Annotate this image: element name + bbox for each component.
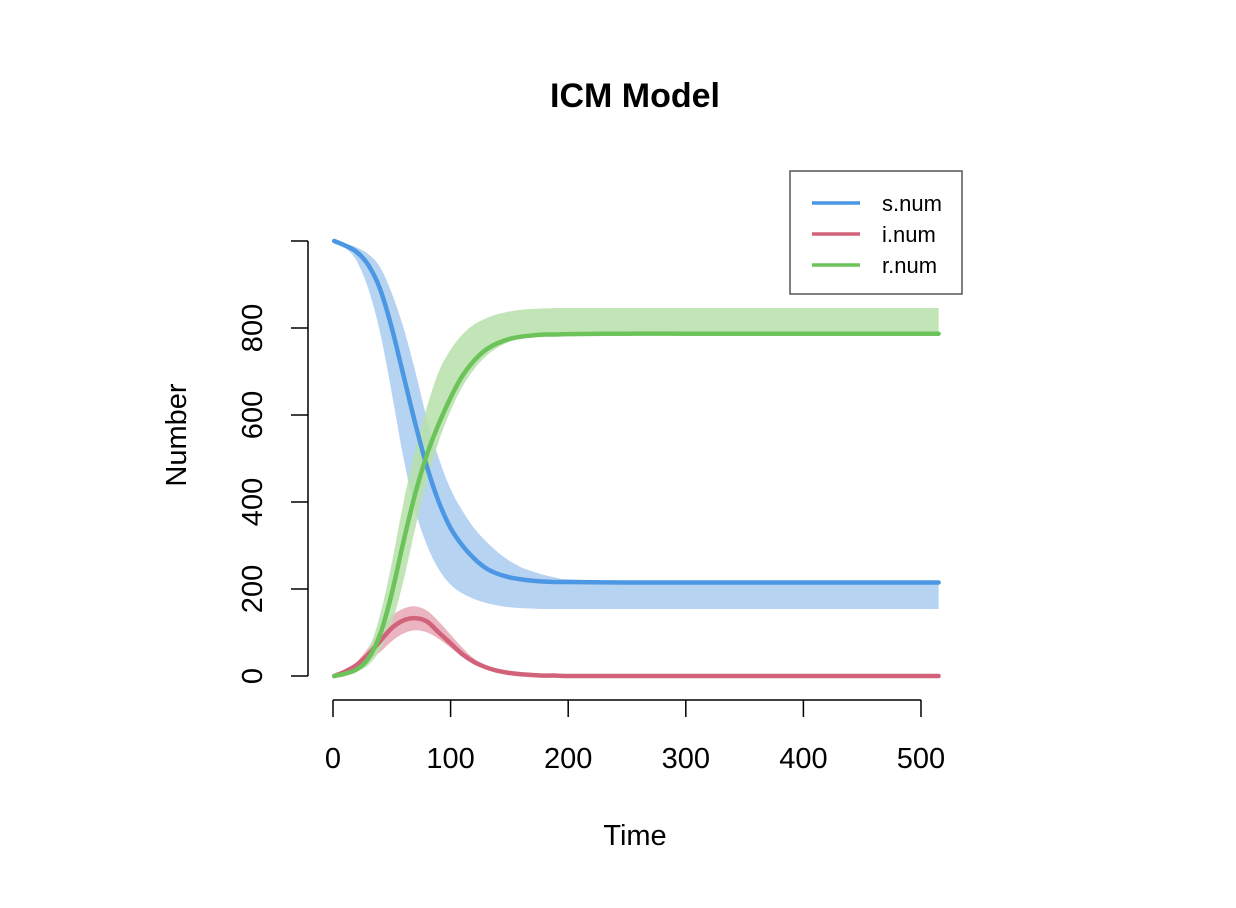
legend-label: i.num	[882, 222, 936, 247]
y-tick-label: 800	[237, 304, 269, 352]
legend-label: s.num	[882, 191, 942, 216]
x-axis: 0 100 200 300 400 500	[325, 699, 945, 775]
chart-title: ICM Model	[550, 77, 720, 115]
confidence-bands	[334, 241, 939, 677]
x-axis-label: Time	[603, 820, 666, 852]
legend-label: r.num	[882, 253, 937, 278]
series-lines	[331, 238, 941, 679]
y-tick-label: 200	[237, 565, 269, 613]
x-tick-label: 300	[662, 743, 710, 775]
band-i-num	[334, 606, 939, 677]
x-tick-label: 0	[325, 743, 341, 775]
y-tick-label: 0	[237, 668, 269, 684]
x-tick-label: 400	[779, 743, 827, 775]
y-tick-label: 600	[237, 391, 269, 439]
legend: s.num i.num r.num	[789, 170, 963, 295]
line-i-num	[331, 615, 941, 679]
x-tick-label: 200	[544, 743, 592, 775]
y-tick-label: 400	[237, 478, 269, 526]
line-r-num	[331, 331, 941, 679]
x-tick-label: 100	[426, 743, 474, 775]
x-tick-label: 500	[897, 743, 945, 775]
line-s-num	[331, 238, 941, 585]
y-axis: 0 200 400 600 800	[237, 240, 309, 684]
y-axis-label: Number	[161, 383, 193, 486]
